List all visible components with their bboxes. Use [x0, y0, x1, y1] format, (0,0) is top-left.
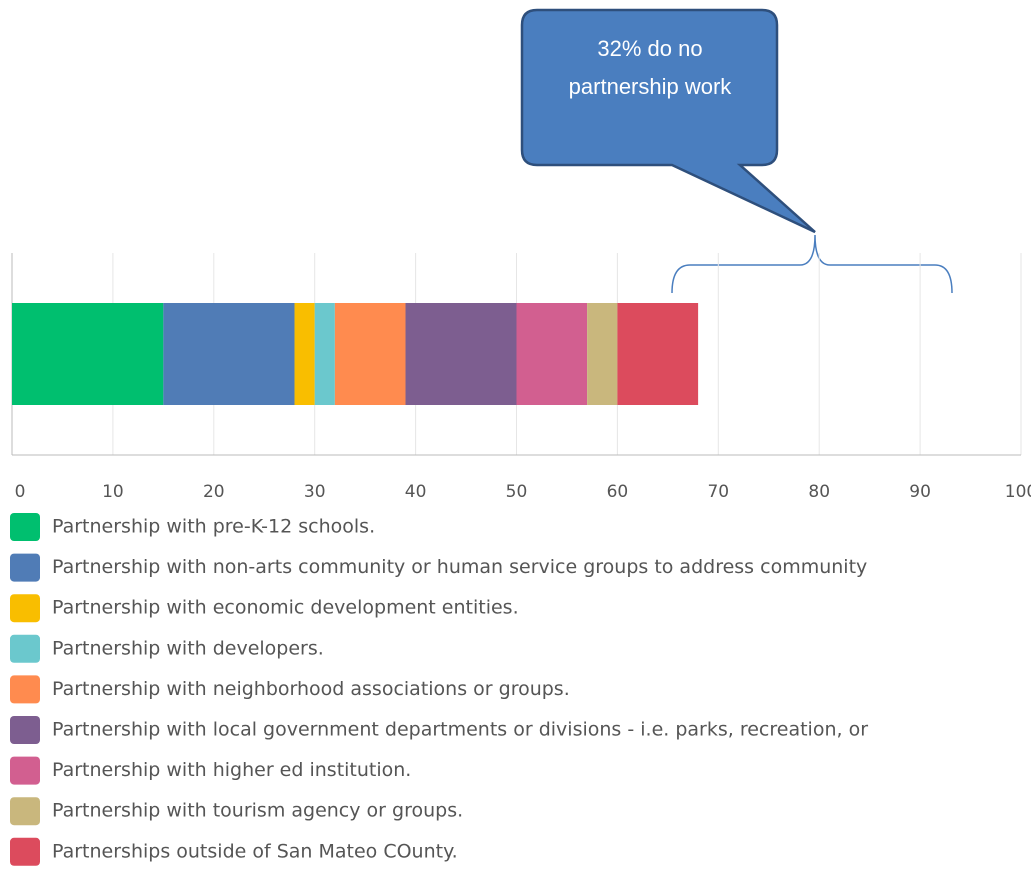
legend-swatch	[10, 594, 40, 623]
legend-label: Partnership with local government depart…	[52, 719, 868, 741]
bar-segment	[314, 303, 335, 405]
legend-label: Partnership with neighborhood associatio…	[52, 678, 570, 700]
bar-segment	[163, 303, 295, 405]
bar-segment	[334, 303, 406, 405]
callout-text: 32% do no partnership work	[568, 36, 732, 99]
legend-label: Partnerships outside of San Mateo COunty…	[52, 840, 458, 862]
x-tick-label: 100	[1005, 482, 1031, 502]
x-tick-label: 40	[405, 482, 427, 502]
x-tick-label: 10	[102, 482, 124, 502]
legend-label: Partnership with tourism agency or group…	[52, 800, 463, 822]
legend-swatch	[10, 553, 40, 582]
brace	[671, 234, 953, 294]
legend-swatch	[10, 837, 40, 866]
x-tick-label: 60	[607, 482, 629, 502]
bar-segment	[617, 303, 699, 405]
legend-label: Partnership with higher ed institution.	[52, 759, 411, 781]
x-tick-label: 90	[909, 482, 931, 502]
bar-segment	[294, 303, 315, 405]
legend-label: Partnership with pre-K-12 schools.	[52, 516, 375, 538]
x-tick-label: 80	[808, 482, 830, 502]
x-tick-label: 30	[304, 482, 326, 502]
x-tick-label: 50	[506, 482, 528, 502]
legend-swatch	[10, 513, 40, 541]
callout-bubble	[520, 8, 816, 234]
legend-swatch	[10, 756, 40, 785]
legend-swatch	[10, 675, 40, 704]
bar-segment	[405, 303, 517, 405]
legend-label: Partnership with economic development en…	[52, 597, 519, 619]
legend-label: Partnership with non-arts community or h…	[52, 556, 867, 578]
legend-label: Partnership with developers.	[52, 637, 324, 659]
x-tick-label: 20	[203, 482, 225, 502]
legend-swatch	[10, 716, 40, 744]
bar-segment	[516, 303, 588, 405]
bar-segment	[12, 303, 164, 405]
legend-swatch	[10, 634, 40, 663]
x-tick-label: 0	[15, 482, 26, 502]
bar-segment	[587, 303, 618, 405]
legend-swatch	[10, 797, 40, 826]
x-tick-label: 70	[707, 482, 729, 502]
